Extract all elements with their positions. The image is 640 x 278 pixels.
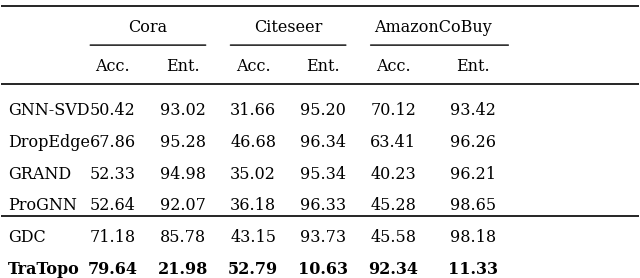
Text: 95.28: 95.28 (160, 134, 206, 151)
Text: Ent.: Ent. (166, 58, 200, 75)
Text: Citeseer: Citeseer (254, 19, 323, 36)
Text: 96.26: 96.26 (450, 134, 496, 151)
Text: 21.98: 21.98 (158, 260, 208, 278)
Text: Acc.: Acc. (376, 58, 411, 75)
Text: 98.65: 98.65 (450, 197, 496, 214)
Text: 92.34: 92.34 (368, 260, 419, 278)
Text: 70.12: 70.12 (371, 102, 416, 119)
Text: 45.28: 45.28 (371, 197, 416, 214)
Text: 45.58: 45.58 (371, 229, 416, 246)
Text: 52.79: 52.79 (228, 260, 278, 278)
Text: 46.68: 46.68 (230, 134, 276, 151)
Text: 95.20: 95.20 (300, 102, 346, 119)
Text: Acc.: Acc. (236, 58, 271, 75)
Text: 35.02: 35.02 (230, 166, 276, 183)
Text: 31.66: 31.66 (230, 102, 276, 119)
Text: 98.18: 98.18 (450, 229, 496, 246)
Text: 63.41: 63.41 (371, 134, 416, 151)
Text: 36.18: 36.18 (230, 197, 276, 214)
Text: 50.42: 50.42 (90, 102, 136, 119)
Text: GRAND: GRAND (8, 166, 71, 183)
Text: DropEdge: DropEdge (8, 134, 90, 151)
Text: ProGNN: ProGNN (8, 197, 77, 214)
Text: 94.98: 94.98 (160, 166, 206, 183)
Text: 96.21: 96.21 (450, 166, 496, 183)
Text: 10.63: 10.63 (298, 260, 348, 278)
Text: 79.64: 79.64 (88, 260, 138, 278)
Text: 40.23: 40.23 (371, 166, 416, 183)
Text: 93.73: 93.73 (300, 229, 346, 246)
Text: 85.78: 85.78 (160, 229, 206, 246)
Text: 52.64: 52.64 (90, 197, 136, 214)
Text: AmazonCoBuy: AmazonCoBuy (374, 19, 492, 36)
Text: 95.34: 95.34 (300, 166, 346, 183)
Text: Ent.: Ent. (307, 58, 340, 75)
Text: 96.33: 96.33 (300, 197, 346, 214)
Text: GNN-SVD: GNN-SVD (8, 102, 89, 119)
Text: 93.02: 93.02 (160, 102, 206, 119)
Text: 93.42: 93.42 (450, 102, 496, 119)
Text: 71.18: 71.18 (90, 229, 136, 246)
Text: 52.33: 52.33 (90, 166, 136, 183)
Text: Ent.: Ent. (456, 58, 490, 75)
Text: Cora: Cora (129, 19, 168, 36)
Text: 43.15: 43.15 (230, 229, 276, 246)
Text: 11.33: 11.33 (448, 260, 498, 278)
Text: TraTopo: TraTopo (8, 260, 79, 278)
Text: 67.86: 67.86 (90, 134, 136, 151)
Text: 92.07: 92.07 (160, 197, 206, 214)
Text: 96.34: 96.34 (300, 134, 346, 151)
Text: GDC: GDC (8, 229, 45, 246)
Text: Acc.: Acc. (95, 58, 130, 75)
